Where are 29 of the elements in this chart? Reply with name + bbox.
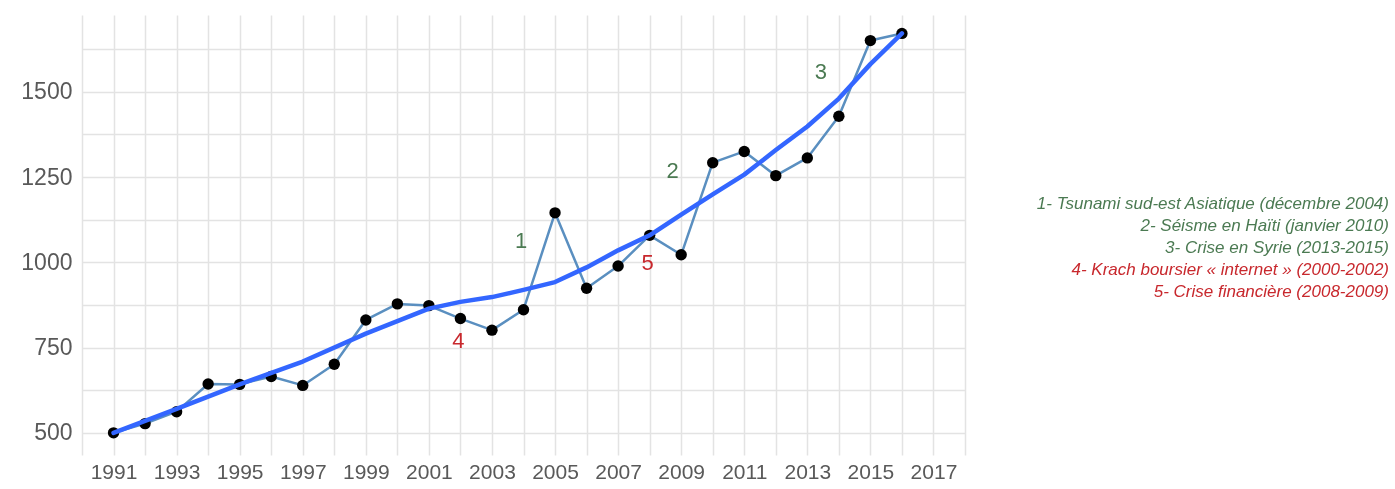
x-tick-label: 2001 (406, 459, 453, 483)
x-tick-label: 1997 (279, 459, 327, 483)
text: 4- Krach boursier « internet » (2000-2002) (1070, 259, 1389, 281)
annotation: 4 (452, 327, 465, 353)
x-tick-label: 2013 (784, 459, 832, 483)
text: 1- Tsunami sud-est Asiatique (décembre 2004) (1036, 193, 1389, 215)
x-tick-label: 1993 (153, 459, 201, 483)
y-tick-label: 500 (34, 419, 73, 446)
y-tick-label: 1000 (21, 248, 73, 275)
annotation: 5 (641, 250, 654, 276)
x-tick-label: 2011 (722, 459, 768, 483)
x-tick-label: 2007 (595, 459, 642, 483)
x-tick-label: 1995 (216, 459, 264, 483)
x-tick-label: 2003 (469, 459, 516, 483)
annotation: 3 (814, 59, 827, 85)
x-tick-label: 2015 (847, 459, 895, 483)
x-tick-label: 2005 (532, 459, 579, 483)
y-tick-label: 1500 (21, 78, 73, 105)
annotation: 1 (514, 227, 528, 253)
x-tick-label: 2017 (910, 459, 958, 483)
y-tick-label: 750 (34, 334, 73, 361)
x-tick-label: 1999 (342, 459, 390, 483)
x-tick-label: 2009 (658, 459, 706, 483)
text: 2- Séisme en Haïti (janvier 2010) (1139, 215, 1389, 237)
annotation: 2 (666, 157, 679, 183)
text: 3- Crise en Syrie (2013-2015) (1164, 237, 1389, 259)
x-tick-label: 1991 (90, 459, 138, 483)
y-tick-label: 1250 (21, 163, 73, 190)
text: 5- Crise financière (2008-2009) (1152, 281, 1389, 303)
